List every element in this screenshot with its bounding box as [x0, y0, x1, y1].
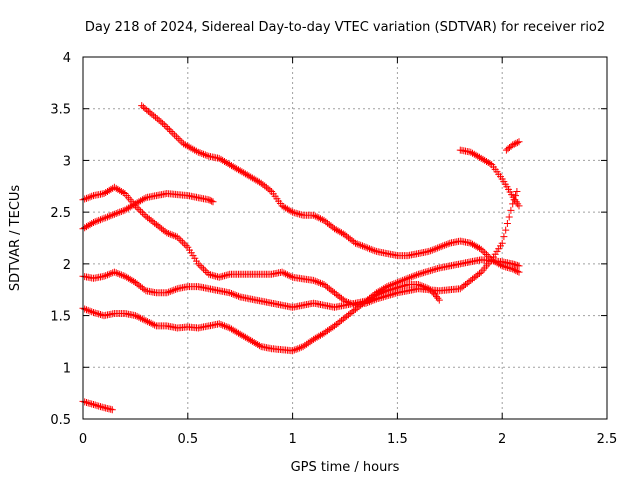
marker-trail [456, 146, 523, 210]
series-track-f [456, 146, 523, 210]
y-tick-label: 2.5 [50, 206, 71, 221]
x-axis-label: GPS time / hours [291, 460, 400, 475]
x-tick-label: 1.5 [387, 432, 408, 447]
y-tick-label: 1.5 [50, 310, 71, 325]
x-tick-label: 2.5 [597, 432, 618, 447]
marker-trail [79, 397, 116, 414]
x-tick-label: 1 [288, 432, 296, 447]
x-tick-label: 2 [498, 432, 506, 447]
plot-frame [82, 56, 608, 420]
y-tick-labels: 0.5 1 1.5 2 2.5 3 3.5 4 [50, 51, 71, 428]
y-tick-label: 1 [63, 361, 71, 376]
y-tick-label: 4 [63, 51, 71, 66]
marker-trail [502, 138, 523, 154]
x-tick-labels: 0 0.5 1 1.5 2 2.5 [79, 432, 617, 447]
series-track-h [79, 397, 116, 414]
x-tick-label: 0.5 [177, 432, 198, 447]
chart-title: Day 218 of 2024, Sidereal Day-to-day VTE… [85, 20, 605, 35]
x-tick-label: 0 [79, 432, 87, 447]
data-markers [79, 102, 523, 414]
series-track-g [502, 138, 523, 154]
y-tick-label: 3.5 [50, 103, 71, 118]
y-tick-label: 2 [63, 258, 71, 273]
y-tick-label: 3 [63, 154, 71, 169]
y-tick-label: 0.5 [50, 413, 71, 428]
y-axis-label: SDTVAR / TECUs [8, 185, 23, 292]
marker-trail [138, 102, 523, 276]
series-track-c [138, 102, 523, 276]
grid-lines [82, 56, 608, 420]
